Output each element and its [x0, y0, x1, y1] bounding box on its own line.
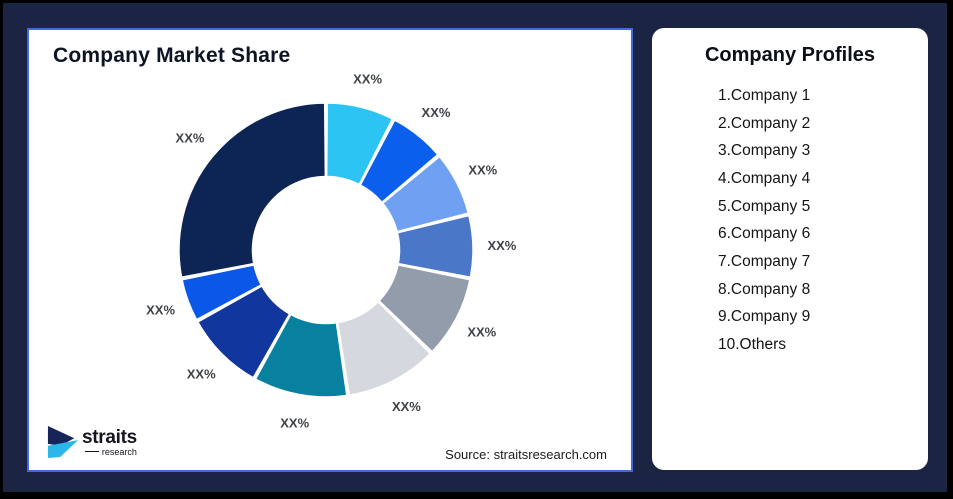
- company-list-item: 9.Company 9: [718, 308, 811, 326]
- company-list-item: 3.Company 3: [718, 142, 811, 160]
- donut-segment: [178, 102, 327, 279]
- market-share-card: XX% XX% XX% XX% XX% XX% XX% XX% XX% XX% Company M…: [27, 28, 633, 472]
- segment-label: XX%: [280, 416, 309, 431]
- donut-segment: [396, 214, 474, 279]
- donut-segment: [378, 263, 471, 353]
- segment-label: XX%: [422, 105, 451, 120]
- straits-logo-icon: [47, 426, 79, 458]
- donut-chart-svg: XX% XX% XX% XX% XX% XX% XX% XX% XX% XX%: [146, 72, 517, 431]
- straits-logo-text: straits research: [82, 428, 137, 457]
- company-list-item: 1.Company 1: [718, 86, 811, 104]
- company-list-item: 5.Company 5: [718, 197, 811, 215]
- segment-label: XX%: [468, 163, 497, 178]
- donut-segment: [325, 102, 394, 186]
- donut-segment: [359, 119, 439, 204]
- donut-segment: [254, 313, 348, 398]
- segment-label: XX%: [146, 303, 175, 318]
- company-list-item: 10.Others: [718, 336, 787, 354]
- donut-segment: [181, 263, 263, 321]
- donut-segment: [336, 300, 432, 396]
- company-list-item: 4.Company 4: [718, 169, 811, 187]
- segment-label: XX%: [353, 72, 382, 87]
- donut-chart: XX% XX% XX% XX% XX% XX% XX% XX% XX% XX%: [29, 30, 631, 470]
- company-list-item: 2.Company 2: [718, 114, 811, 132]
- donut-segment: [196, 284, 291, 379]
- logo-brand-text: straits: [82, 426, 137, 448]
- company-list-item: 7.Company 7: [718, 252, 811, 270]
- segment-label: XX%: [187, 367, 216, 382]
- logo-sub-text: research: [85, 447, 137, 457]
- segment-label: XX%: [176, 131, 205, 146]
- segment-label: XX%: [392, 399, 421, 414]
- segment-label: XX%: [487, 238, 516, 253]
- company-list-item: 6.Company 6: [718, 225, 811, 243]
- donut-segment: [381, 155, 470, 233]
- company-list-item: 8.Company 8: [718, 280, 811, 298]
- profiles-title: Company Profiles: [704, 44, 876, 66]
- company-profiles-card: Company Profiles 1.Company 1 2.Company 2 3…: [652, 28, 928, 470]
- straits-logo: straits research: [47, 424, 137, 460]
- segment-label: XX%: [467, 324, 496, 339]
- chart-title: Company Market Share: [53, 44, 291, 67]
- source-note: Source: straitsresearch.com: [445, 447, 607, 462]
- company-list: 1.Company 1 2.Company 2 3.Company 3 4.Compa…: [718, 82, 810, 359]
